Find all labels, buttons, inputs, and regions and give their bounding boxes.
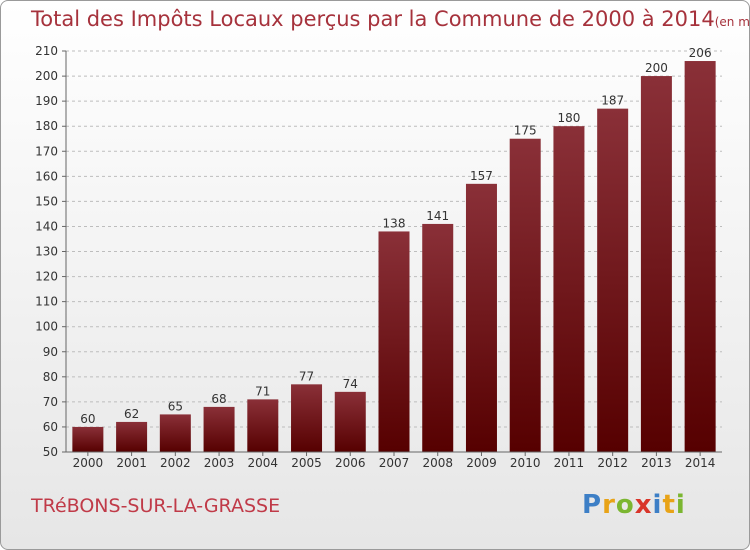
logo-letter: i <box>652 490 663 520</box>
y-tick-label: 80 <box>43 370 58 384</box>
logo-letter: i <box>675 490 686 520</box>
y-tick-label: 130 <box>35 245 58 259</box>
commune-name: TRéBONS-SUR-LA-GRASSE <box>31 495 281 517</box>
bar-value-label: 60 <box>80 412 95 426</box>
y-tick-label: 60 <box>43 420 58 434</box>
bar-value-label: 68 <box>211 392 226 406</box>
y-tick-label: 110 <box>35 295 58 309</box>
x-tick-label: 2004 <box>248 456 279 470</box>
bar <box>72 426 104 452</box>
y-tick-label: 50 <box>43 445 58 459</box>
x-tick-label: 2008 <box>422 456 453 470</box>
bar <box>640 76 672 452</box>
logo-letter: o <box>615 490 635 520</box>
y-tick-label: 150 <box>35 194 58 208</box>
logo-letter: r <box>602 490 616 520</box>
chart-title: Total des Impôts Locaux perçus par la Co… <box>31 7 750 31</box>
y-tick-label: 180 <box>35 119 58 133</box>
bar <box>553 126 585 452</box>
x-tick-label: 2014 <box>685 456 716 470</box>
bar <box>684 61 716 453</box>
x-tick-label: 2011 <box>554 456 585 470</box>
bar <box>422 223 454 452</box>
bar <box>159 414 191 452</box>
bar-value-label: 65 <box>168 399 183 413</box>
bar <box>203 406 235 452</box>
bar <box>378 231 410 452</box>
bar <box>509 138 541 452</box>
bar <box>465 183 497 453</box>
bar <box>116 421 148 452</box>
bar-value-label: 157 <box>470 169 493 183</box>
y-tick-label: 170 <box>35 144 58 158</box>
x-axis: 2000 2001 2002 2003 2004 2005 2006 2007 2008 2009… <box>66 451 722 470</box>
bar-value-label: 62 <box>124 407 139 421</box>
x-tick-label: 2013 <box>641 456 672 470</box>
bar-value-label: 77 <box>299 369 314 383</box>
x-tick-label: 2012 <box>597 456 628 470</box>
bar-value-label: 187 <box>601 94 624 108</box>
y-tick-label: 100 <box>35 320 58 334</box>
logo-letter: t <box>662 490 676 520</box>
logo-letter: P <box>582 490 603 520</box>
y-tick-label: 90 <box>43 345 58 359</box>
bar <box>597 108 629 453</box>
proxiti-logo: Proxiti <box>582 490 686 520</box>
x-tick-label: 2006 <box>335 456 366 470</box>
x-tick-label: 2000 <box>73 456 104 470</box>
y-tick-label: 160 <box>35 169 58 183</box>
chart-title-unit: (en milliers d'€) <box>714 15 750 29</box>
y-tick-label: 120 <box>35 270 58 284</box>
x-tick-label: 2010 <box>510 456 541 470</box>
bar-value-label: 71 <box>255 384 270 398</box>
x-tick-label: 2003 <box>204 456 235 470</box>
logo-letter: x <box>634 490 653 520</box>
bar-value-label: 200 <box>645 61 668 75</box>
y-axis: 50 60 70 80 90 100 110 120 130 140 150 160 170 180 190… <box>35 44 67 459</box>
bar <box>247 399 279 452</box>
bar-value-label: 141 <box>426 209 449 223</box>
x-tick-label: 2001 <box>116 456 147 470</box>
x-tick-label: 2009 <box>466 456 497 470</box>
bar-value-label: 206 <box>689 46 712 60</box>
bar <box>291 384 323 452</box>
bars: 60 62 65 68 71 77 74 138 141 157 175 180 187 200 206 <box>72 46 716 453</box>
bar-value-label: 180 <box>557 111 580 125</box>
chart-title-text: Total des Impôts Locaux perçus par la Co… <box>31 7 715 31</box>
x-tick-label: 2002 <box>160 456 191 470</box>
y-tick-label: 200 <box>35 69 58 83</box>
y-tick-label: 210 <box>35 44 58 58</box>
bar <box>334 391 366 452</box>
y-tick-label: 70 <box>43 395 58 409</box>
y-tick-label: 190 <box>35 94 58 108</box>
bar-value-label: 74 <box>343 377 358 391</box>
bar-value-label: 175 <box>514 124 537 138</box>
x-tick-label: 2005 <box>291 456 322 470</box>
y-tick-label: 140 <box>35 219 58 233</box>
bar-value-label: 138 <box>383 216 406 230</box>
x-tick-label: 2007 <box>379 456 410 470</box>
